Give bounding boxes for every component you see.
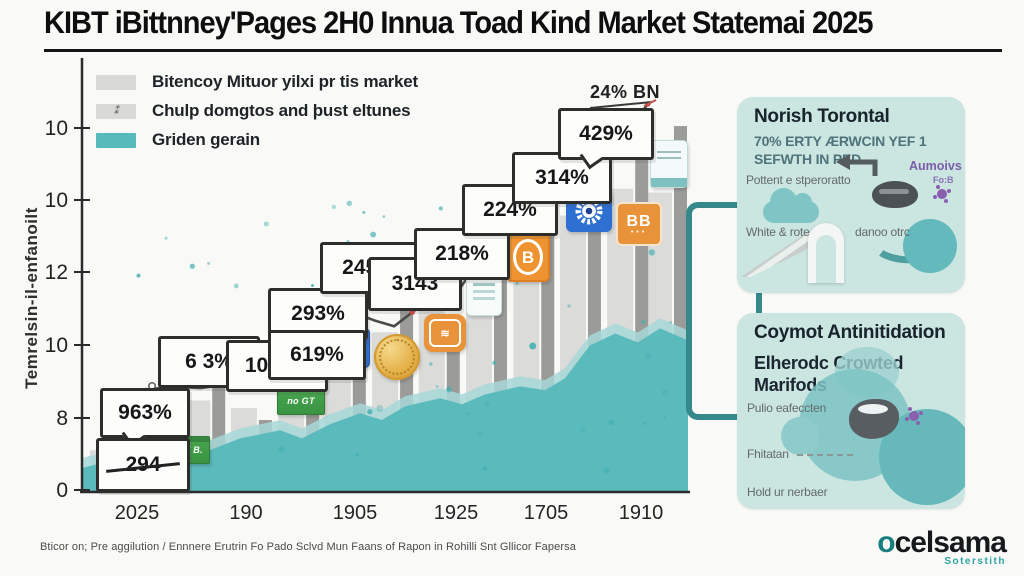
connector-bracket [686,202,762,420]
purple-tag: Aumoivs [909,159,962,173]
coin-icon [374,334,420,380]
legend-swatch-area [96,132,136,148]
callout-294: 294 [96,438,190,492]
legend-item: ⁑ Chulp domgtos and þust eltunes [96,101,418,121]
top-value-annotation: 24% BN [590,82,661,102]
legend-label: Griden gerain [152,130,260,149]
legend: Bitencoy Mituor yilxi pr tis market ⁑ Ch… [96,72,418,159]
legend-item: Bitencoy Mituor yilxi pr tis market [96,72,418,92]
brand-first-letter: o [877,526,895,559]
panel-note: White & rote [746,225,810,239]
legend-swatch-bar-dark: ⁑ [96,103,136,119]
legend-label: Bitencoy Mituor yilxi pr tis market [152,72,419,91]
callout-value: 314% [535,166,589,189]
legend-swatch-bar-light [96,74,136,90]
panel-subtitle: 70% ERTY ÆRWCIN YEF 1 SEFWTH IN PED [754,132,927,168]
legend-swatch-glyph: ⁑ [113,105,119,117]
panel-note: Fhitatan [747,447,853,461]
arch-monument-icon [808,223,844,283]
dark-blob-icon [872,181,918,208]
page-title: KIBT iBittnney'Pages 2H0 Innua Toad Kind… [44,6,873,41]
purple-splat-icon [937,189,947,199]
panel-subtitle-line2: SEFWTH IN PED [754,151,862,167]
callout-619: 619% [268,330,366,380]
purple-splat-icon [909,411,919,421]
callout-value: 963% [118,401,172,424]
callout-963: 963% [100,388,190,448]
panel-title: Norish Torontal [754,106,890,127]
document-card-icon [466,276,502,316]
cloud-icon [763,188,819,223]
legend-label: Chulp domgtos and þust eltunes [152,101,411,120]
legend-item: Griden gerain [96,130,418,150]
callout-value: 429% [579,122,633,145]
panel-note: Pulio eafeccten [747,401,827,415]
dark-blob-icon [849,399,899,439]
panel-subtitle-line1: 70% ERTY ÆRWCIN YEF 1 [754,133,927,149]
title-divider [44,49,1002,52]
y-axis-title: Temrelsin-il-enfanoilt [22,207,41,389]
callout-value: 293% [291,302,345,325]
bb-badge-icon: BB ••• [616,202,662,246]
panel-coymot-antinitidation: Coymot Antinitidation Elherodc Crowted M… [737,313,965,509]
bitcoin-icon: B [506,232,550,282]
panel-bold-line2: Marifods [754,375,827,395]
brand-rest: celsama [894,526,1007,559]
callout-value: 619% [290,343,344,366]
panel-note: Hold ur nerbaer [747,485,828,499]
brand-logo: ocelsama Soterstith [877,526,1007,568]
callout-429: 429% [558,108,654,170]
panel-note: Pottent e stperoratto [746,173,851,187]
brand-name: ocelsama [877,526,1007,559]
brand-subtext: Soterstith [944,556,1006,567]
purple-tag-sub: Fo:B [933,175,954,185]
arrow-left-icon [836,154,878,176]
teal-circle-icon [903,219,957,273]
panel-title: Coymot Antinitidation [754,322,946,343]
footer-caption: Bticor on; Pre aggilution / Ennnere Erut… [40,541,576,553]
orange-label-badge-icon: ≋ [424,314,466,352]
panel-note: danoo otrc [855,225,910,239]
panel-norish-torontal: Norish Torontal 70% ERTY ÆRWCIN YEF 1 SE… [737,97,965,293]
callout-value: 218% [435,242,489,265]
stat-card-icon [650,140,688,188]
